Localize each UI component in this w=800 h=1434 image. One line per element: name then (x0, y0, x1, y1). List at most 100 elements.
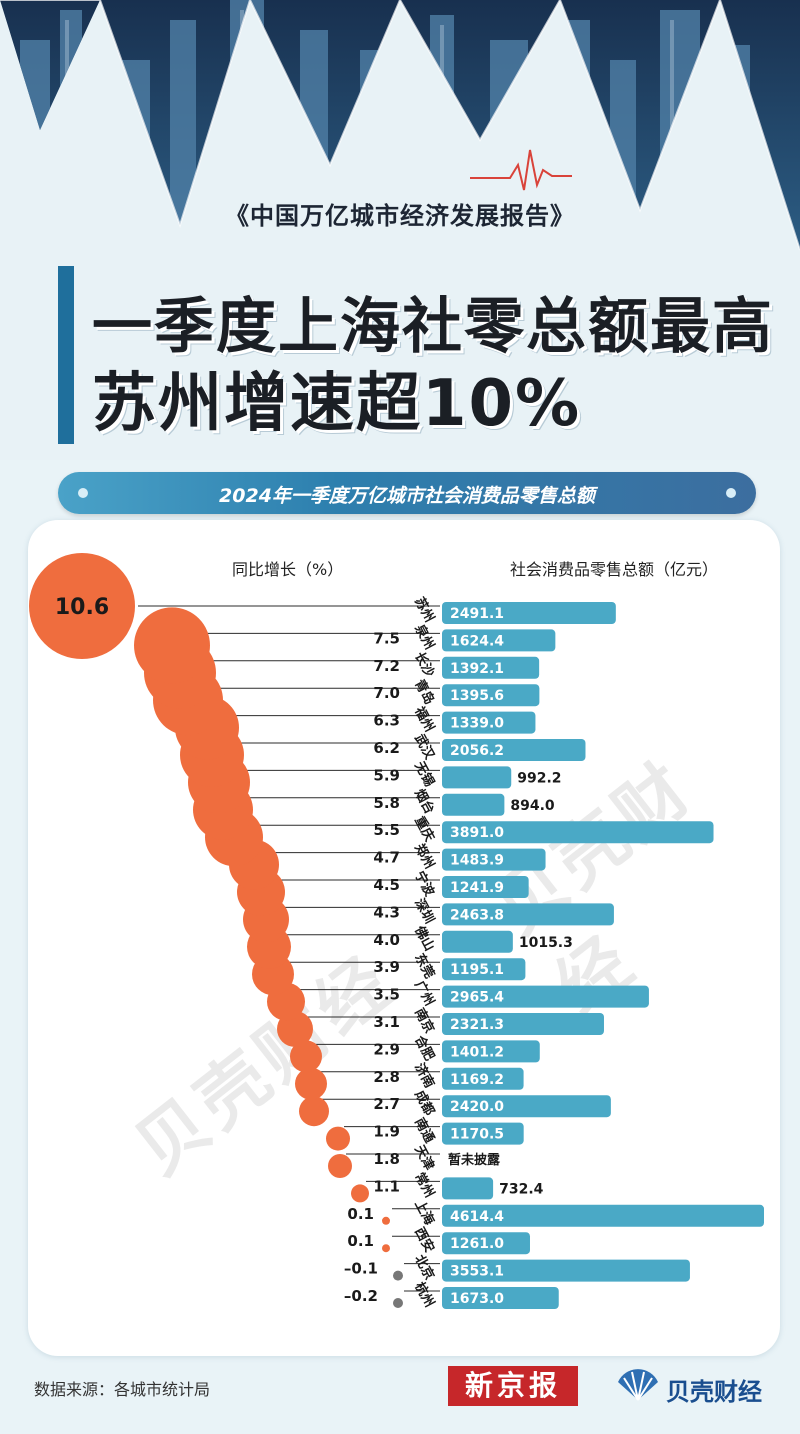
city-label: 深圳 (411, 896, 437, 926)
total-bar (442, 1287, 559, 1309)
total-bar (442, 1067, 524, 1090)
city-label: 福州 (411, 703, 438, 734)
city-label: 成都 (411, 1088, 437, 1118)
shell-icon (618, 1369, 658, 1401)
total-bar (442, 629, 556, 652)
city-label: 重庆 (411, 814, 437, 844)
growth-bubble (382, 1216, 390, 1225)
total-value-label: 1483.9 (450, 853, 504, 869)
chart-title: 2024年一季度万亿城市社会消费品零售总额 (219, 485, 595, 507)
total-value-label: 3891.0 (450, 825, 504, 841)
growth-label: 7.5 (373, 629, 400, 647)
growth-label: 4.3 (373, 903, 400, 921)
total-bar (442, 1013, 604, 1035)
growth-label: 1.1 (373, 1177, 400, 1195)
report-title: 《中国万亿城市经济发展报告》 (225, 201, 575, 230)
total-value-label: 1195.1 (450, 962, 504, 978)
city-label: 西安 (411, 1225, 437, 1255)
growth-bubble (290, 1040, 322, 1073)
growth-label: 0.1 (347, 1232, 374, 1250)
city-label: 青岛 (411, 677, 437, 707)
growth-bubble (326, 1126, 350, 1151)
total-bar (442, 903, 614, 926)
growth-label: 5.9 (373, 766, 400, 784)
growth-bubble (29, 553, 135, 659)
growth-label: 3.9 (373, 958, 400, 976)
city-label: 常州 (411, 1170, 437, 1200)
total-value-label: 1241.9 (450, 880, 504, 896)
total-value-label: 732.4 (499, 1181, 544, 1197)
city-label: 泉州 (411, 622, 437, 652)
total-bar (442, 766, 512, 789)
total-bar (442, 602, 616, 624)
total-bar (442, 985, 649, 1008)
growth-bubble (295, 1067, 327, 1100)
total-value-label: 暂未披露 (448, 1152, 501, 1168)
total-value-label: 1170.5 (450, 1127, 504, 1143)
total-value-label: 992.2 (517, 770, 561, 786)
total-bar (442, 1040, 540, 1063)
growth-bubble (328, 1154, 352, 1178)
growth-label: 2.8 (373, 1068, 400, 1086)
growth-label: 2.9 (373, 1040, 400, 1058)
total-value-label: 1395.6 (450, 688, 504, 704)
total-value-label: 894.0 (510, 798, 555, 814)
growth-bubble (134, 607, 210, 684)
growth-bubble (382, 1244, 390, 1253)
total-bar (442, 739, 586, 761)
beike-caijing-logo: 贝壳财经 (614, 1368, 774, 1406)
growth-label: 1.8 (373, 1150, 400, 1168)
growth-label: 6.3 (373, 712, 400, 730)
growth-bubble (299, 1096, 329, 1127)
city-label: 上海 (411, 1197, 437, 1227)
growth-label: –0.2 (344, 1287, 378, 1305)
total-value-label: 3553.1 (450, 1264, 504, 1280)
city-label: 天津 (411, 1143, 437, 1173)
total-bar (442, 1122, 524, 1145)
growth-label: 5.5 (373, 821, 400, 839)
total-value-label: 2463.8 (450, 907, 504, 923)
banner-dot-left (78, 488, 88, 498)
city-label: 武汉 (411, 732, 438, 763)
total-bar (442, 821, 714, 844)
city-label: 南通 (411, 1115, 437, 1145)
banner-dot-right (726, 488, 736, 498)
city-label: 广州 (411, 978, 437, 1008)
total-bar (442, 848, 546, 871)
city-label: 郑州 (411, 841, 437, 871)
total-bar (442, 930, 513, 953)
growth-label: 3.5 (373, 986, 400, 1004)
total-value-label: 2965.4 (450, 990, 504, 1006)
total-value-label: 1169.2 (450, 1072, 504, 1088)
growth-bubble (393, 1270, 403, 1281)
total-bar (442, 656, 540, 679)
city-label: 南京 (411, 1006, 437, 1036)
city-label: 宁波 (411, 869, 438, 900)
growth-bubble (393, 1298, 403, 1308)
total-value-label: 1624.4 (450, 633, 504, 649)
growth-label: 1.9 (373, 1123, 400, 1141)
growth-label: 3.1 (373, 1013, 400, 1031)
total-bar (442, 711, 536, 734)
total-value-label: 1015.3 (519, 935, 573, 951)
total-value-label: 1339.0 (450, 716, 504, 732)
growth-column-title: 同比增长（%） (232, 560, 344, 579)
city-label: 长沙 (411, 649, 437, 679)
total-value-label: 2056.2 (450, 743, 504, 759)
city-label: 苏州 (411, 595, 437, 625)
total-bar (442, 958, 526, 981)
total-bar (442, 1232, 530, 1255)
growth-label: 6.2 (373, 739, 400, 757)
growth-label: –0.1 (344, 1260, 378, 1278)
growth-label: 7.2 (373, 657, 400, 675)
city-label: 合肥 (411, 1033, 437, 1063)
data-source: 数据来源：各城市统计局 (34, 1380, 211, 1399)
chart-title-banner: 2024年一季度万亿城市社会消费品零售总额 (58, 472, 756, 514)
headline-line-1: 一季度上海社零总额最高 (92, 292, 774, 362)
city-label: 北京 (411, 1252, 437, 1282)
total-bar (442, 1095, 611, 1118)
growth-label: 10.6 (55, 595, 109, 620)
total-value-label: 2321.3 (450, 1017, 504, 1033)
total-bar (442, 1177, 494, 1200)
